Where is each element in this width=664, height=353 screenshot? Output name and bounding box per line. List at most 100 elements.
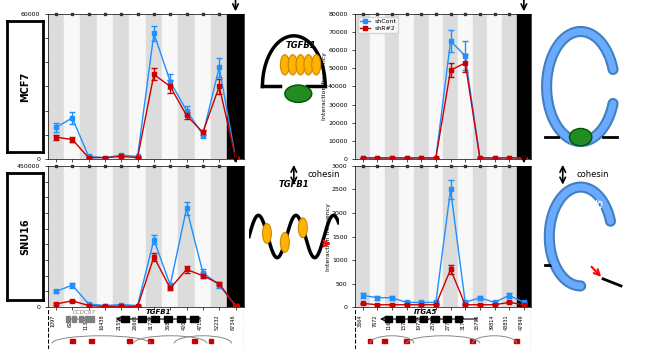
Text: ITGA5: ITGA5 <box>414 309 438 315</box>
Bar <box>97 166 113 307</box>
Bar <box>127 339 132 343</box>
Bar <box>370 166 384 307</box>
Bar <box>399 14 414 159</box>
Bar <box>444 317 451 322</box>
Bar <box>72 317 76 322</box>
Ellipse shape <box>312 55 321 75</box>
Bar <box>64 166 80 307</box>
Text: ITGA5: ITGA5 <box>591 197 606 225</box>
Bar <box>86 317 90 322</box>
Bar <box>208 339 214 343</box>
Bar <box>122 317 129 322</box>
Bar <box>146 166 162 307</box>
Bar <box>515 339 519 343</box>
Bar <box>370 14 384 159</box>
Bar <box>70 339 75 343</box>
Bar <box>148 339 153 343</box>
Bar <box>517 14 531 159</box>
Bar <box>408 317 416 322</box>
Bar <box>399 166 414 307</box>
Ellipse shape <box>285 85 312 102</box>
Bar <box>90 339 94 343</box>
Bar <box>458 14 473 159</box>
Ellipse shape <box>298 218 307 238</box>
Legend: shCont, shR#2: shCont, shR#2 <box>359 17 398 33</box>
Bar <box>517 166 531 307</box>
Text: cohesin: cohesin <box>307 170 340 179</box>
Bar <box>473 166 487 307</box>
Bar <box>414 166 428 307</box>
Bar <box>444 14 458 159</box>
Ellipse shape <box>570 128 592 146</box>
Bar <box>79 317 83 322</box>
Bar <box>432 317 439 322</box>
Bar <box>384 317 392 322</box>
Bar <box>428 166 444 307</box>
Bar <box>162 14 179 159</box>
Bar <box>444 166 458 307</box>
Bar <box>227 14 244 159</box>
Bar <box>517 14 531 159</box>
Bar <box>129 14 146 159</box>
Ellipse shape <box>280 233 290 252</box>
Y-axis label: Interaction frequency: Interaction frequency <box>325 203 331 270</box>
Bar <box>227 166 244 307</box>
Bar <box>384 14 399 159</box>
Bar <box>190 317 198 322</box>
Bar <box>179 14 195 159</box>
Bar <box>90 317 94 322</box>
Bar <box>48 166 64 307</box>
Bar <box>64 14 80 159</box>
Bar <box>137 317 145 322</box>
Bar <box>113 166 129 307</box>
Bar <box>48 14 64 159</box>
Bar <box>227 14 244 159</box>
Bar <box>80 166 97 307</box>
Bar <box>97 14 113 159</box>
Text: cohesin: cohesin <box>576 170 609 179</box>
Bar <box>66 317 70 322</box>
Bar <box>355 166 370 307</box>
Text: SNU16: SNU16 <box>20 218 30 255</box>
Bar <box>473 14 487 159</box>
Bar <box>355 14 370 159</box>
Ellipse shape <box>304 55 313 75</box>
Ellipse shape <box>280 55 290 75</box>
Bar <box>420 317 427 322</box>
Bar <box>193 339 197 343</box>
Bar <box>164 317 172 322</box>
Bar <box>195 14 211 159</box>
Bar <box>151 317 159 322</box>
Bar <box>458 166 473 307</box>
Bar <box>404 339 409 343</box>
Bar <box>502 14 517 159</box>
Bar <box>487 166 502 307</box>
Text: TGFB1: TGFB1 <box>278 180 309 189</box>
Bar <box>177 317 185 322</box>
Bar <box>227 166 244 307</box>
Bar <box>195 166 211 307</box>
Bar <box>428 14 444 159</box>
Text: CCDC97: CCDC97 <box>72 310 95 315</box>
Bar <box>179 166 195 307</box>
Bar <box>129 166 146 307</box>
Bar <box>517 166 531 307</box>
Bar <box>211 14 227 159</box>
Bar <box>162 166 179 307</box>
Y-axis label: Interaction frequency: Interaction frequency <box>322 53 327 120</box>
Text: MCF7: MCF7 <box>20 71 30 102</box>
Bar <box>502 166 517 307</box>
Text: TGFB1: TGFB1 <box>286 41 316 50</box>
Bar <box>396 317 404 322</box>
Ellipse shape <box>262 224 272 244</box>
Y-axis label: Interaction frequency: Interaction frequency <box>11 203 15 270</box>
Bar <box>384 166 399 307</box>
Bar <box>146 14 162 159</box>
Bar <box>487 14 502 159</box>
Bar <box>414 14 428 159</box>
Bar <box>368 339 372 343</box>
Ellipse shape <box>296 55 305 75</box>
Bar <box>455 317 462 322</box>
Text: ITGA5: ITGA5 <box>598 56 608 81</box>
Y-axis label: Interaction frequency: Interaction frequency <box>15 53 19 120</box>
